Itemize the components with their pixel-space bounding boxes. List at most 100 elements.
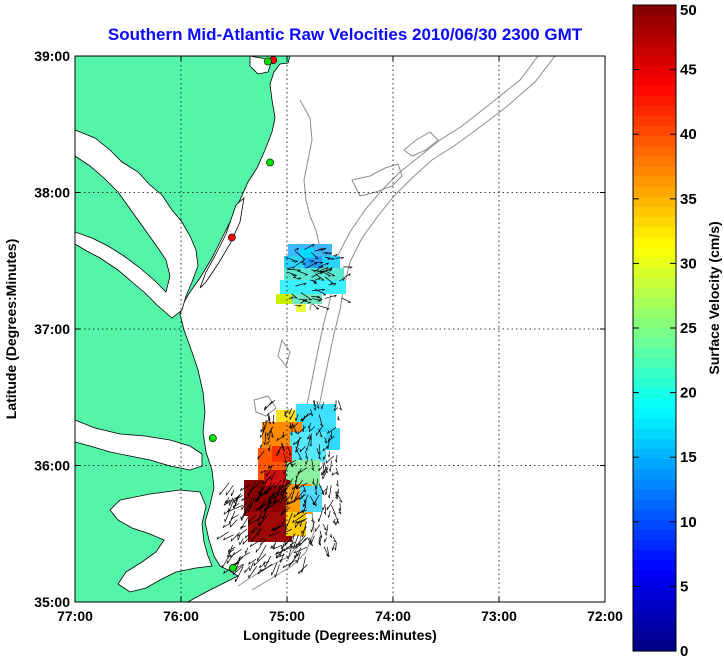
velocity-arrow-head — [296, 486, 299, 490]
velocity-arrow — [245, 547, 249, 554]
velocity-arrow-head — [317, 300, 321, 302]
colorbar-step — [633, 469, 676, 481]
velocity-arrow-head — [299, 542, 301, 546]
velocity-arrow-head — [282, 496, 285, 500]
colorbar-step — [633, 257, 676, 269]
velocity-arrow — [311, 271, 323, 278]
pamlico-sound — [109, 489, 213, 593]
velocity-arrow — [255, 545, 262, 553]
velocity-arrow-head — [292, 266, 296, 270]
velocity-arrow — [322, 503, 326, 511]
hf-radar-stations — [208, 56, 278, 572]
velocity-arrow-head — [293, 550, 297, 554]
velocity-arrow — [306, 438, 311, 451]
velocity-arrow — [296, 551, 301, 564]
colorbar-step — [633, 95, 676, 107]
velocity-arrow — [287, 269, 301, 271]
colorbar-tick-label: 30 — [680, 255, 697, 272]
velocity-arrow-head — [293, 276, 297, 279]
colorbar-step — [633, 35, 676, 46]
velocity-arrow — [295, 413, 299, 422]
velocity-arrow-head — [276, 437, 279, 441]
velocity-arrow — [295, 282, 307, 287]
colorbar-tick-label: 15 — [680, 449, 697, 466]
velocity-arrow — [228, 499, 235, 512]
velocity-arrow — [285, 512, 293, 530]
velocity-arrow — [268, 412, 271, 421]
velocity-arrow-head — [260, 542, 262, 546]
velocity-arrow-head — [294, 431, 298, 434]
velocity-arrow-head — [319, 423, 323, 427]
velocity-arrow — [336, 491, 338, 498]
station-marker — [227, 233, 236, 242]
velocity-arrow — [297, 270, 308, 276]
velocity-arrow-head — [293, 544, 296, 548]
velocity-arrow — [274, 564, 280, 578]
velocity-arrow-head — [320, 261, 324, 265]
velocity-arrow — [314, 248, 324, 252]
velocity-arrow — [230, 514, 240, 520]
velocity-arrow — [239, 538, 244, 546]
velocity-arrow-head — [241, 497, 244, 501]
velocity-arrow — [326, 499, 334, 511]
velocity-arrow-head — [263, 491, 266, 495]
velocity-arrow-head — [333, 407, 336, 411]
colorbar-step — [633, 368, 676, 380]
velocity-arrow-head — [232, 571, 235, 575]
velocity-arrow-head — [302, 260, 305, 264]
velocity-arrow — [319, 530, 323, 538]
velocity-arrow-head — [223, 570, 226, 574]
velocity-arrow — [302, 484, 306, 493]
colorbar-step — [633, 580, 676, 592]
velocity-arrow — [333, 518, 336, 524]
velocity-arrow-head — [326, 445, 329, 449]
velocity-arrow-head — [280, 545, 283, 549]
velocity-arrow — [249, 562, 254, 572]
colorbar-step — [633, 620, 676, 632]
velocity-arrow-head — [296, 247, 299, 251]
velocity-arrow — [327, 427, 337, 434]
velocity-arrow-head — [263, 508, 266, 512]
velocity-arrow — [307, 537, 312, 545]
velocity-arrow-head — [267, 437, 269, 441]
velocity-arrow-head — [230, 538, 233, 542]
velocity-arrow-head — [303, 504, 306, 508]
velocity-arrow — [314, 277, 321, 281]
velocity-arrow — [316, 478, 318, 489]
velocity-arrow-head — [336, 483, 339, 487]
velocity-arrow — [336, 493, 343, 503]
velocity-arrow-head — [321, 492, 325, 496]
velocity-arrow-head — [249, 543, 252, 547]
velocity-arrow — [332, 253, 338, 257]
colorbar-step — [633, 418, 676, 430]
velocity-arrow — [260, 443, 263, 449]
velocity-arrow-head — [321, 265, 324, 269]
velocity-arrow-head — [248, 522, 251, 525]
velocity-arrow-head — [282, 479, 285, 483]
colorbar-step — [633, 509, 676, 521]
velocity-arrow — [325, 455, 335, 464]
velocity-arrow-head — [325, 470, 328, 474]
velocity-arrow — [327, 436, 335, 443]
velocity-arrow — [251, 528, 261, 542]
velocity-arrow-head — [324, 440, 327, 444]
y-tick-label: 38:00 — [34, 185, 70, 201]
velocity-arrow — [294, 552, 298, 559]
velocity-arrow-head — [257, 571, 260, 575]
velocity-arrow — [293, 436, 303, 446]
velocity-arrow — [296, 277, 302, 279]
velocity-arrow — [228, 548, 235, 555]
velocity-arrow — [280, 485, 283, 497]
velocity-arrow-head — [311, 260, 315, 263]
velocity-arrow — [255, 490, 262, 503]
velocity-arrow — [308, 426, 315, 433]
velocity-arrow-head — [294, 479, 297, 483]
velocity-arrow-head — [295, 545, 297, 549]
velocity-arrow-head — [279, 493, 283, 497]
velocity-arrow-head — [296, 560, 298, 564]
velocity-arrow — [266, 464, 273, 478]
velocity-arrow-head — [329, 269, 333, 272]
velocity-arrow-head — [251, 530, 254, 534]
velocity-arrow — [266, 426, 274, 437]
colorbar-step — [633, 499, 676, 511]
